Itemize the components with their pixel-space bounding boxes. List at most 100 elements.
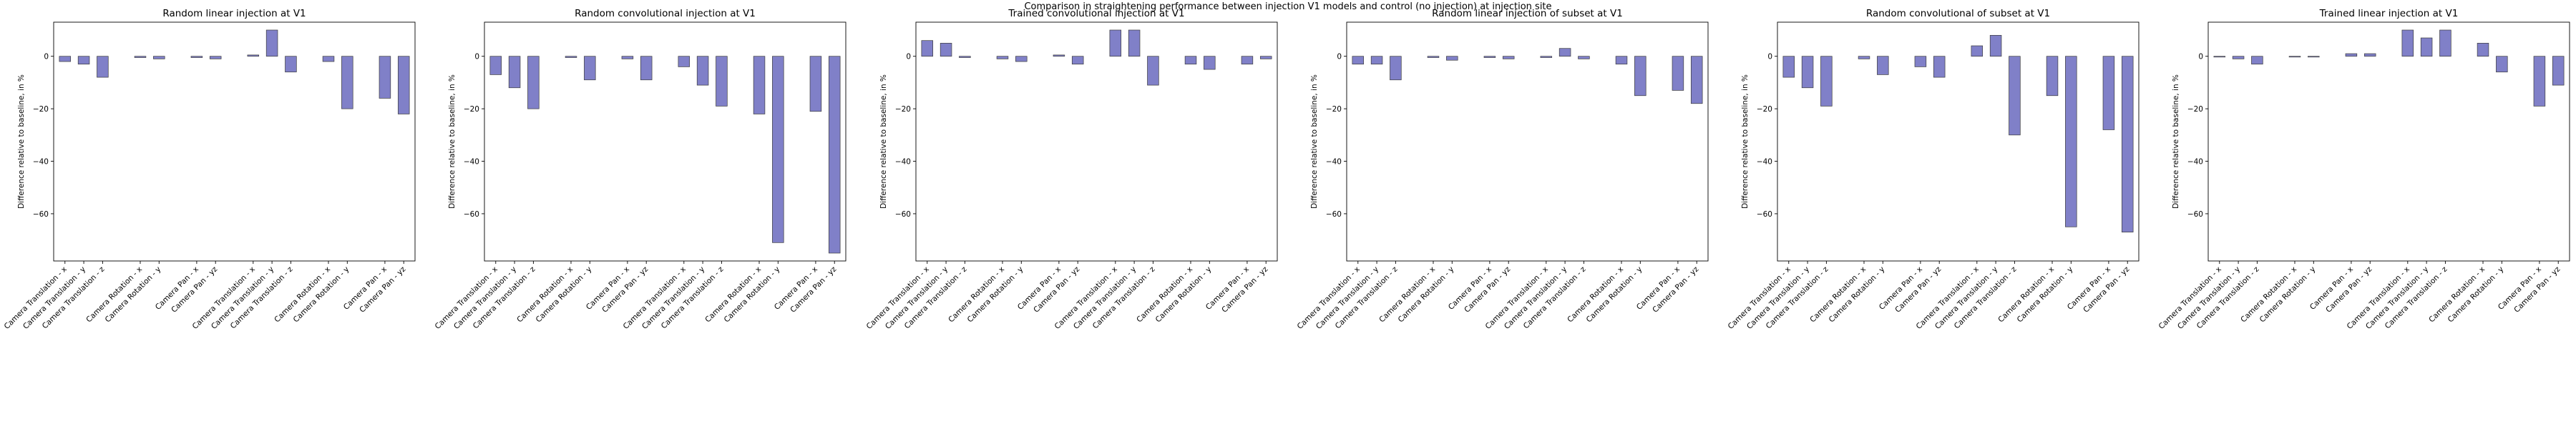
- bar: [1109, 29, 1122, 57]
- bar: [1782, 56, 1795, 78]
- bar: [1858, 56, 1870, 59]
- bar: [2251, 56, 2263, 65]
- chart-panel: Random convolutional of subset at V1 0 −20…: [1727, 8, 2140, 331]
- y-axis-label: Difference relative to baseline, in %: [1741, 74, 1750, 209]
- y-tick-label: −20: [1326, 105, 1342, 114]
- bar: [1801, 56, 1814, 89]
- y-tick-label: 0: [1767, 53, 1772, 61]
- bar: [1015, 56, 1028, 62]
- bar: [678, 56, 691, 67]
- y-tick-label: 0: [44, 53, 49, 61]
- bar: [1390, 56, 1402, 81]
- bar: [828, 56, 841, 254]
- bar: [1877, 56, 1889, 75]
- bar: [1184, 56, 1197, 65]
- bar: [508, 56, 521, 89]
- bar: [753, 56, 766, 114]
- plot-frame: [2207, 21, 2570, 262]
- bar: [2477, 43, 2489, 57]
- bar: [2439, 29, 2451, 57]
- y-tick-label: −40: [464, 158, 479, 167]
- bar: [285, 56, 297, 73]
- chart-title: Random convolutional injection at V1: [575, 8, 756, 19]
- y-tick-label: −20: [33, 105, 49, 114]
- plot-frame: [484, 21, 847, 262]
- bar: [77, 56, 90, 65]
- chart-title: Random convolutional of subset at V1: [1866, 8, 2050, 19]
- bar: [2288, 56, 2301, 58]
- plot-frame: [915, 21, 1278, 262]
- bar: [322, 56, 335, 62]
- bar: [565, 56, 577, 58]
- bar: [2308, 56, 2320, 58]
- bar: [940, 43, 952, 57]
- y-tick-label: 0: [1337, 53, 1342, 61]
- bar: [1971, 45, 1984, 57]
- bar: [584, 56, 596, 81]
- plot-frame: [53, 21, 416, 262]
- bar: [1540, 56, 1553, 58]
- y-axis-label: Difference relative to baseline, in %: [1310, 74, 1319, 209]
- y-tick-label: −60: [2187, 210, 2203, 219]
- y-tick-label: −40: [1326, 158, 1342, 167]
- bar: [809, 56, 822, 112]
- y-tick-label: −40: [895, 158, 911, 167]
- y-tick-label: −60: [464, 210, 479, 219]
- y-axis-label: Difference relative to baseline, in %: [17, 74, 26, 209]
- y-axis-label: Difference relative to baseline, in %: [448, 74, 457, 209]
- bar: [2552, 56, 2565, 86]
- bar: [959, 56, 971, 58]
- bar: [772, 56, 784, 243]
- bar: [1352, 56, 1365, 65]
- y-tick-label: −60: [1326, 210, 1342, 219]
- bar: [1933, 56, 1946, 78]
- bar: [2420, 37, 2433, 57]
- bar: [921, 40, 934, 57]
- chart-panel: Trained linear injection at V1 0 −20 −40 −60…: [2157, 8, 2570, 331]
- bar: [996, 56, 1009, 59]
- bar: [1071, 56, 1084, 65]
- bar: [2121, 56, 2134, 232]
- bar: [153, 56, 165, 59]
- bar: [1914, 56, 1927, 67]
- bar: [2496, 56, 2508, 73]
- chart-panel: Random linear injection at V1 0 −20 −40 −60 D…: [3, 8, 416, 331]
- bar: [696, 56, 709, 86]
- y-tick-label: −60: [33, 210, 49, 219]
- bar: [1558, 48, 1571, 57]
- bar: [397, 56, 410, 114]
- bar: [2363, 53, 2376, 57]
- bar: [621, 56, 634, 59]
- bar: [1259, 56, 1272, 59]
- chart-panel: Trained convolutional injection at V1 0 −2…: [865, 8, 1278, 331]
- plot-frame: [1346, 21, 1709, 262]
- bar: [2102, 56, 2115, 130]
- bar: [1483, 56, 1496, 58]
- bar: [1427, 56, 1440, 58]
- bar: [2232, 56, 2245, 59]
- bar: [1370, 56, 1383, 65]
- bar: [134, 56, 147, 58]
- y-tick-label: −20: [1757, 105, 1772, 114]
- y-tick-label: −40: [1757, 158, 1772, 167]
- y-tick-label: −20: [2187, 105, 2203, 114]
- chart-title: Random linear injection of subset at V1: [1432, 8, 1623, 19]
- bar: [247, 54, 260, 57]
- chart-panel: Random convolutional injection at V1 0 −20…: [434, 8, 847, 331]
- chart-title: Random linear injection at V1: [162, 8, 306, 19]
- figure-suptitle: Comparison in straightening performance …: [1024, 1, 1551, 12]
- chart-panel: Random linear injection of subset at V1 0…: [1296, 8, 1709, 331]
- y-tick-label: 0: [474, 53, 479, 61]
- y-tick-label: −20: [464, 105, 479, 114]
- bar: [1204, 56, 1216, 70]
- bar: [716, 56, 728, 107]
- bar: [1147, 56, 1159, 86]
- bar: [527, 56, 540, 109]
- bar: [1820, 56, 1833, 107]
- bar: [1989, 35, 2002, 57]
- bar: [1053, 54, 1065, 57]
- bar: [640, 56, 653, 81]
- bar: [2009, 56, 2021, 136]
- bar: [1690, 56, 1703, 104]
- bar: [59, 56, 72, 62]
